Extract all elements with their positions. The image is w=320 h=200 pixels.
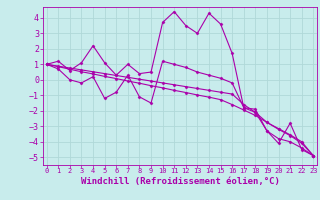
X-axis label: Windchill (Refroidissement éolien,°C): Windchill (Refroidissement éolien,°C) (81, 177, 279, 186)
